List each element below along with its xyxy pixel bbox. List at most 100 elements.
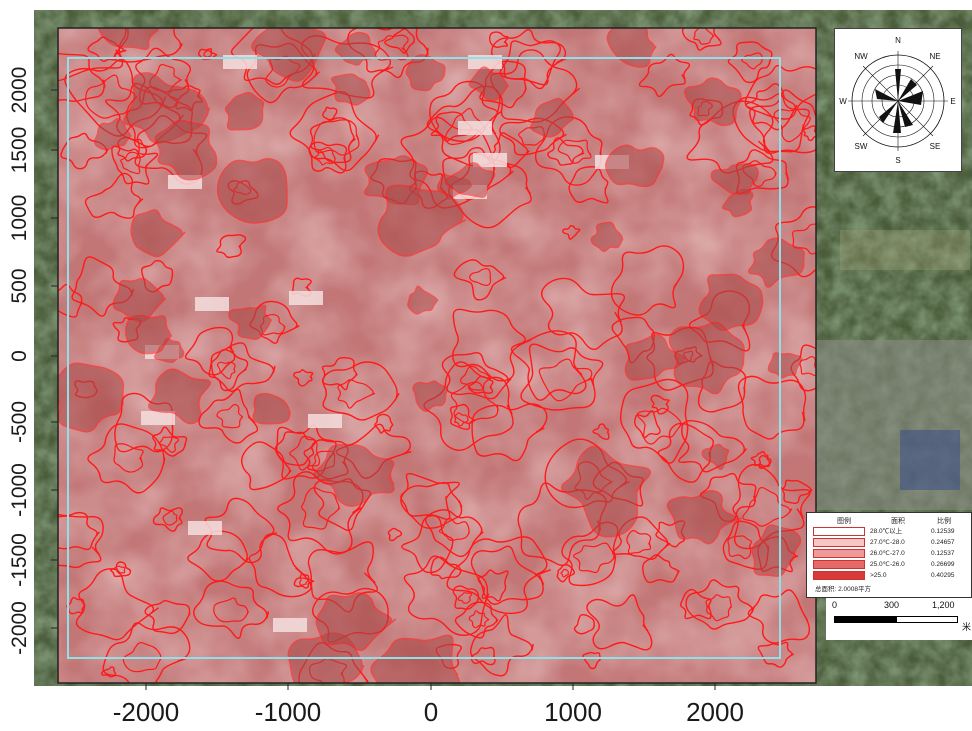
hot-zone xyxy=(668,321,745,395)
contour-line xyxy=(293,573,315,589)
contour-line xyxy=(58,515,104,569)
contour-label-patch xyxy=(458,121,492,135)
contour-line xyxy=(685,579,755,630)
compass-rose: N NE E SE S SW W NW xyxy=(834,28,962,172)
legend-area: 0.40295 xyxy=(931,572,955,579)
contour-line xyxy=(87,423,166,494)
contour-line xyxy=(293,369,314,387)
contour-line xyxy=(400,481,463,529)
contour-line xyxy=(158,436,180,453)
hot-zone xyxy=(701,443,730,471)
contour-line xyxy=(681,28,722,51)
hot-zone xyxy=(93,117,132,151)
hot-zone xyxy=(468,66,510,102)
contour-line xyxy=(510,330,587,401)
contour-line xyxy=(193,580,270,639)
scale-bar: 0 300 1,200 米 xyxy=(826,598,972,640)
scale-label: 300 xyxy=(884,600,900,610)
contour-line xyxy=(470,646,496,666)
contour-line xyxy=(499,40,562,90)
contour-line xyxy=(113,443,144,473)
contour-line xyxy=(573,542,616,574)
x-tick-label: 0 xyxy=(423,697,439,727)
contour-line xyxy=(184,326,236,376)
scale-label: 1,200 xyxy=(932,600,955,610)
contour-line xyxy=(152,507,183,532)
contour-line xyxy=(140,260,174,293)
contour-line xyxy=(573,614,595,635)
contour-line xyxy=(60,132,109,170)
contour-line xyxy=(162,510,178,526)
contour-line xyxy=(557,139,592,164)
hot-zone xyxy=(684,77,743,127)
compass-icon: N NE E SE S SW W NW xyxy=(839,36,955,165)
contour-line xyxy=(773,108,811,143)
contour-line xyxy=(210,342,276,392)
y-tick-label: 1500 xyxy=(8,126,31,174)
contour-line xyxy=(58,28,127,82)
contour-line xyxy=(457,592,473,604)
y-tick-label: 2000 xyxy=(8,66,31,114)
contour-line xyxy=(120,151,141,175)
hot-zone xyxy=(407,285,439,315)
contour-line xyxy=(758,454,772,469)
y-tick-label: -1500 xyxy=(8,533,31,587)
contour-label-patch xyxy=(473,153,507,167)
contour-line xyxy=(216,361,236,380)
legend-row: 25.0℃-26.0 0.26699 xyxy=(813,560,965,569)
legend-range: 28.0℃以上 xyxy=(870,528,903,535)
contour-line xyxy=(488,31,509,48)
contour-label-patch xyxy=(273,618,307,632)
legend-range: 25.0℃-26.0 xyxy=(870,561,905,568)
y-tick-label: -1000 xyxy=(8,463,31,517)
contour-line xyxy=(102,622,191,683)
compass-direction-label: NW xyxy=(854,52,868,61)
contour-line xyxy=(741,52,763,70)
scale-bar-segment xyxy=(834,616,896,623)
hot-zone xyxy=(251,28,327,82)
contour-line xyxy=(693,28,715,45)
contour-line xyxy=(85,74,138,119)
contour-line xyxy=(438,518,470,541)
y-tick-label: 0 xyxy=(8,350,31,362)
contour-line xyxy=(58,511,100,551)
contour-line xyxy=(757,641,795,668)
contour-line xyxy=(747,589,811,644)
contour-line xyxy=(445,107,486,146)
contour-line xyxy=(547,137,585,166)
contour-line xyxy=(453,412,469,427)
legend-footer: 总面积: 2.0008平方 xyxy=(815,586,871,593)
contour-line xyxy=(75,568,159,641)
contour-line xyxy=(111,145,159,185)
contour-line xyxy=(678,419,748,473)
contour-line xyxy=(791,223,816,255)
contour-line xyxy=(58,52,106,102)
contour-line xyxy=(452,308,531,382)
hot-zone xyxy=(315,592,397,652)
compass-direction-label: SE xyxy=(930,142,941,151)
contour-line xyxy=(289,91,380,172)
contour-line xyxy=(650,394,670,415)
contour-label-patch xyxy=(188,521,222,535)
y-tick-label: -500 xyxy=(8,400,31,444)
hot-zone xyxy=(405,54,446,92)
contour-line xyxy=(216,403,244,429)
contour-line xyxy=(301,487,341,530)
contour-line xyxy=(313,119,360,156)
contour-line xyxy=(679,588,712,620)
contour-line xyxy=(727,535,753,560)
hot-zone xyxy=(334,31,377,66)
contour-line xyxy=(781,479,813,505)
legend-area: 0.24657 xyxy=(931,539,955,546)
compass-direction-label: S xyxy=(895,156,900,165)
contour-line xyxy=(198,388,259,444)
contour-line xyxy=(534,116,603,186)
legend-area: 0.12539 xyxy=(931,528,955,535)
contour-line xyxy=(471,403,548,462)
hot-zone xyxy=(148,368,211,425)
contour-line xyxy=(592,423,610,440)
contour-line xyxy=(322,106,338,121)
contour-line xyxy=(737,375,807,440)
contour-line xyxy=(611,516,671,560)
hot-zone xyxy=(624,334,687,381)
